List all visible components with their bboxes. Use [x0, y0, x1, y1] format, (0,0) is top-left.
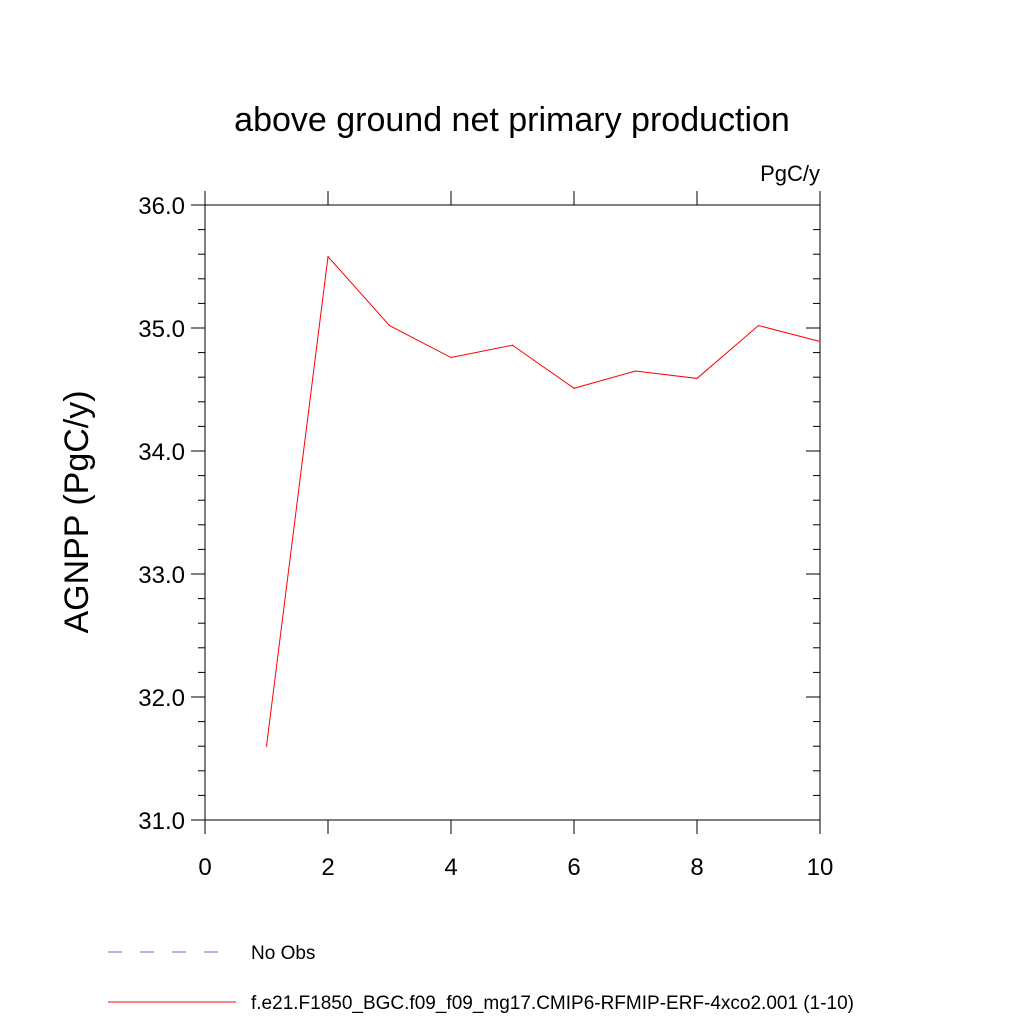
y-tick-label: 34.0 [138, 439, 185, 466]
data-point [757, 324, 760, 327]
units-label: PgC/y [760, 161, 820, 186]
x-tick-label: 2 [321, 854, 334, 881]
legend: No Obs f.e21.F1850_BGC.f09_f09_mg17.CMIP6… [108, 943, 854, 1014]
series-line-0 [266, 255, 821, 747]
x-tick-label: 8 [690, 854, 703, 881]
data-point [634, 370, 637, 372]
chart-title: above ground net primary production [234, 101, 790, 139]
legend-label-0: No Obs [251, 943, 315, 964]
x-tick-label: 4 [444, 854, 457, 881]
x-axis-ticks: 0 2 4 6 8 10 [198, 191, 833, 881]
data-point [819, 340, 821, 343]
legend-label-1: f.e21.F1850_BGC.f09_f09_mg17.CMIP6-RFMIP… [251, 993, 854, 1014]
data-point [696, 377, 698, 380]
data-point [388, 324, 391, 327]
series-layer [265, 255, 821, 747]
data-point [327, 256, 329, 258]
y-axis-ticks: 31.0 32.0 33.0 34.0 35.0 36.0 [138, 193, 820, 835]
y-tick-label: 31.0 [138, 808, 185, 835]
data-point [573, 387, 575, 389]
y-tick-label: 32.0 [138, 685, 185, 712]
data-point [450, 356, 452, 359]
y-axis-label: AGNPP (PgC/y) [58, 390, 96, 633]
x-tick-label: 0 [198, 854, 211, 881]
x-tick-label: 6 [567, 854, 580, 881]
x-tick-label: 10 [807, 854, 834, 881]
y-tick-label: 33.0 [138, 562, 185, 589]
data-point [511, 344, 514, 346]
y-tick-label: 36.0 [138, 193, 185, 220]
plot-frame [204, 204, 821, 821]
y-tick-label: 35.0 [138, 316, 185, 343]
data-point [265, 745, 268, 747]
